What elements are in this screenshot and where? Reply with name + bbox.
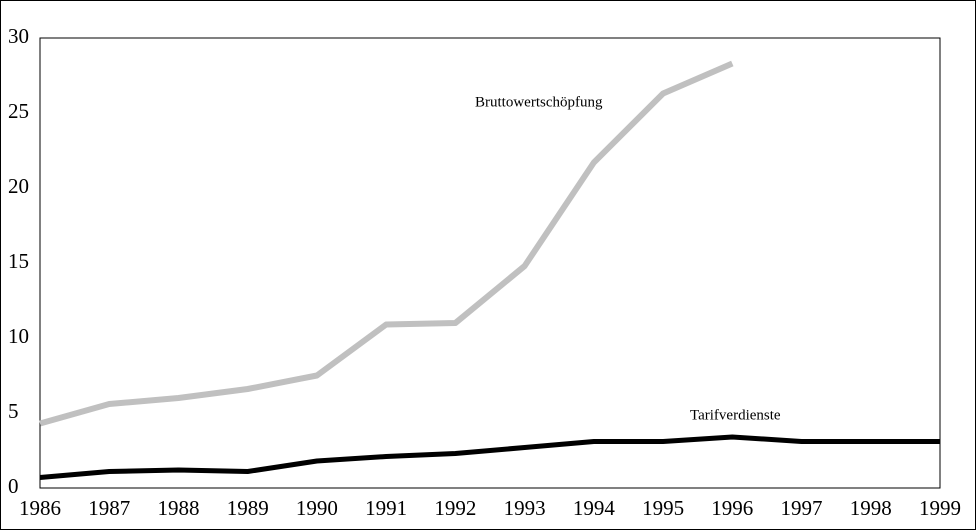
x-tick-label: 1986 (19, 496, 61, 520)
x-tick-label: 1988 (157, 496, 199, 520)
series-line (39, 434, 940, 480)
y-tick-label: 15 (8, 249, 29, 273)
x-tick-label: 1998 (850, 496, 892, 520)
x-tick-label: 1991 (365, 496, 407, 520)
y-tick-label: 0 (8, 474, 19, 498)
x-tick-label: 1996 (711, 496, 753, 520)
plot-area (39, 37, 941, 489)
y-tick-label: 5 (8, 399, 19, 423)
y-tick-label: 30 (8, 24, 29, 48)
x-tick-label: 1997 (781, 496, 823, 520)
series-line (39, 60, 734, 427)
x-tick-label: 1994 (573, 496, 616, 520)
x-tick-label: 1992 (434, 496, 476, 520)
y-tick-label: 25 (8, 99, 29, 123)
series-label: Tarifverdienste (690, 407, 781, 423)
x-tick-label: 1987 (88, 496, 130, 520)
x-tick-label: 1995 (642, 496, 684, 520)
x-tick-label: 1993 (504, 496, 546, 520)
series-label: Bruttowertschöpfung (475, 94, 603, 110)
x-tick-label: 1990 (296, 496, 338, 520)
x-tick-label: 1999 (919, 496, 961, 520)
x-tick-label: 1989 (227, 496, 269, 520)
y-tick-label: 20 (8, 174, 29, 198)
y-tick-label: 10 (8, 324, 29, 348)
